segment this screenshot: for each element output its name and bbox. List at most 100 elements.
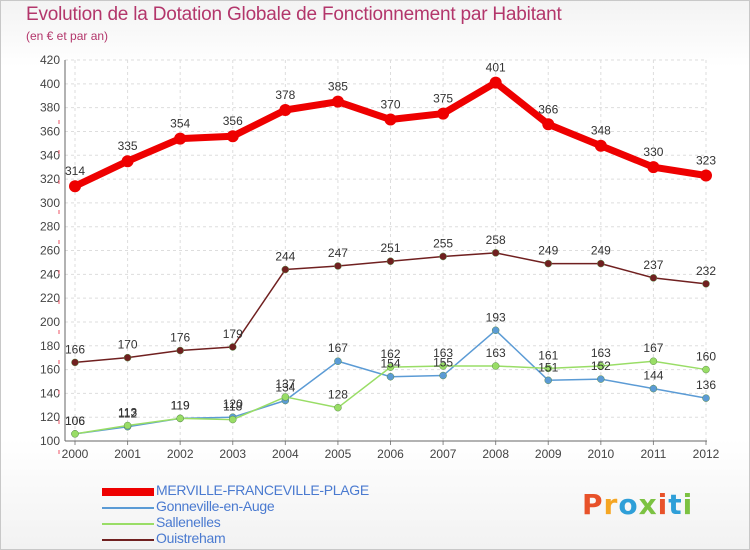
data-point: [331, 95, 344, 108]
data-point: [702, 365, 710, 374]
data-label: 152: [591, 359, 611, 373]
data-label: 179: [223, 327, 243, 341]
data-label: 232: [696, 264, 716, 278]
data-label: 144: [643, 369, 663, 383]
logo-letter: P: [582, 488, 604, 521]
y-tick-label: 140: [40, 386, 60, 400]
y-tick-label: 100: [40, 434, 60, 448]
data-label: 106: [65, 414, 85, 428]
data-label: 356: [223, 114, 243, 128]
proxiti-logo: Proxiti: [582, 488, 693, 521]
data-label: 335: [118, 139, 138, 153]
data-point: [702, 394, 710, 402]
y-tick-label: 120: [40, 410, 60, 424]
data-label: 118: [223, 400, 242, 414]
data-label: 255: [433, 236, 453, 250]
x-tick-label: 2007: [430, 447, 457, 461]
data-point: [281, 265, 290, 274]
data-point: [174, 132, 187, 145]
data-point: [386, 372, 395, 381]
y-tick-label: 220: [40, 291, 60, 305]
legend-label: MERVILLE-FRANCEVILLE-PLAGE: [156, 482, 369, 498]
legend-swatch: [102, 488, 154, 496]
data-point: [489, 76, 502, 89]
data-point: [647, 161, 660, 174]
data-point: [544, 376, 552, 385]
legend-swatch: [102, 507, 154, 509]
x-tick-label: 2006: [377, 447, 404, 461]
logo-letter: i: [682, 488, 694, 521]
data-point: [281, 393, 290, 401]
data-point: [439, 252, 447, 261]
data-point: [597, 259, 605, 268]
chart-subtitle: (en € et par an): [26, 29, 109, 43]
data-label: 375: [433, 92, 453, 106]
data-point: [491, 326, 500, 335]
data-point: [121, 155, 134, 168]
data-label: 401: [486, 61, 506, 75]
data-point: [279, 104, 292, 117]
data-point: [176, 346, 184, 355]
legend-label: Ouistreham: [156, 530, 226, 546]
y-tick-label: 340: [40, 148, 60, 162]
data-point: [439, 371, 447, 380]
y-tick-label: 200: [40, 315, 60, 329]
data-label: 167: [643, 341, 663, 355]
data-label: 166: [65, 342, 85, 356]
x-tick-label: 2003: [219, 447, 246, 461]
data-label: 134: [275, 381, 295, 395]
data-label: 378: [275, 88, 295, 102]
data-label: 162: [380, 347, 400, 361]
data-label: 167: [328, 341, 348, 355]
data-point: [544, 364, 552, 373]
data-label: 249: [591, 244, 611, 258]
data-point: [71, 358, 79, 367]
logo-letter: o: [618, 488, 639, 521]
data-point: [491, 249, 500, 257]
data-point: [649, 274, 658, 282]
logo-letter: i: [657, 488, 669, 521]
data-label: 155: [433, 356, 453, 370]
data-point: [69, 180, 81, 193]
data-point: [384, 113, 397, 126]
data-point: [123, 421, 132, 430]
data-point: [334, 403, 342, 412]
data-point: [334, 357, 342, 365]
data-label: 119: [171, 398, 190, 412]
y-tick-label: 380: [40, 101, 60, 115]
legend-label: Sallenelles: [156, 514, 221, 530]
data-label: 170: [118, 338, 138, 352]
data-point: [544, 259, 552, 268]
x-tick-label: 2012: [693, 447, 720, 461]
data-point: [386, 257, 395, 265]
data-label: 249: [538, 244, 558, 258]
data-point: [597, 362, 605, 370]
data-label: 151: [538, 360, 558, 374]
data-label: 113: [118, 406, 137, 420]
data-label: 330: [643, 145, 663, 159]
data-point: [229, 415, 237, 424]
data-point: [226, 130, 239, 143]
data-label: 354: [170, 117, 190, 131]
x-tick-label: 2010: [587, 447, 614, 461]
data-label: 112: [118, 407, 137, 421]
data-label: 193: [486, 310, 506, 324]
data-label: 176: [170, 331, 190, 345]
data-point: [334, 262, 342, 270]
y-tick-label: 260: [40, 244, 60, 258]
data-label: 348: [591, 124, 611, 138]
data-point: [229, 343, 237, 351]
y-tick-label: 360: [40, 124, 60, 138]
y-tick-label: 180: [40, 339, 60, 353]
data-label: 119: [171, 398, 190, 412]
x-tick-label: 2008: [482, 447, 509, 461]
data-label: 137: [275, 377, 295, 391]
data-point: [542, 118, 555, 131]
data-label: 385: [328, 80, 348, 94]
data-label: 258: [486, 233, 506, 247]
x-tick-label: 2011: [641, 447, 667, 461]
y-tick-label: 420: [40, 53, 60, 67]
x-tick-label: 2009: [535, 447, 562, 461]
y-tick-label: 280: [40, 220, 60, 234]
